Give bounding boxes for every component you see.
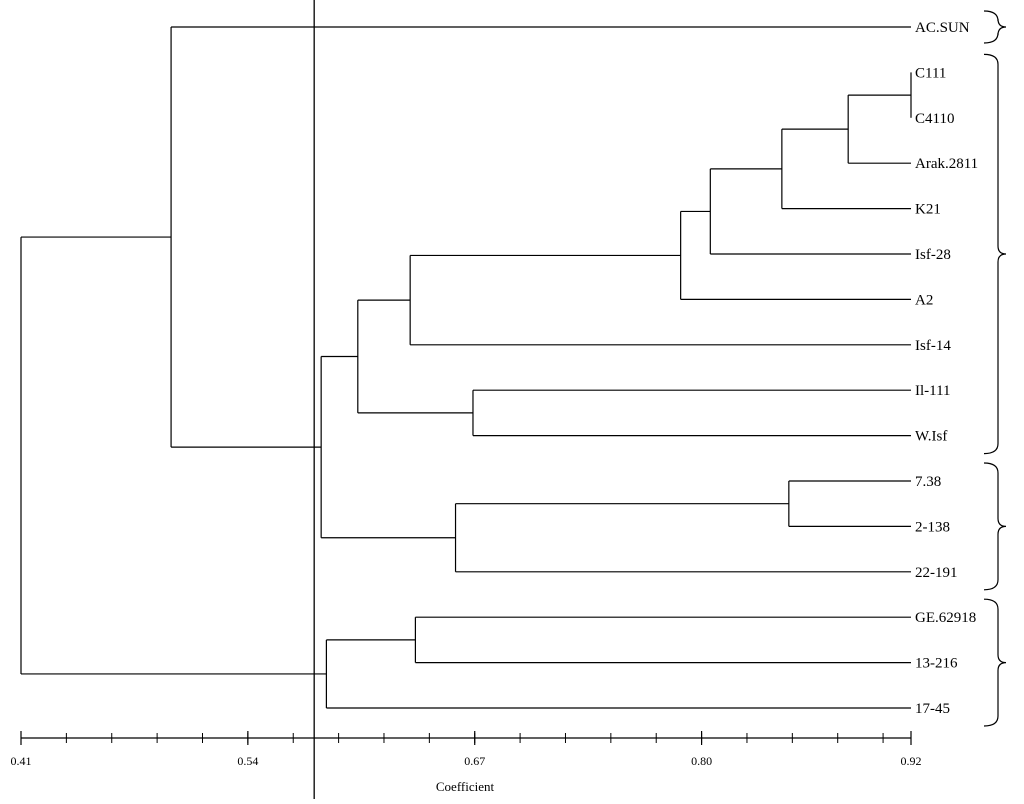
tick-label-0-80: 0.80 [691, 754, 712, 768]
leaf-label-arak-2811: Arak.2811 [915, 156, 978, 172]
tick-label-0-92: 0.92 [901, 754, 922, 768]
leaf-labels: AC.SUN C111 C4110 Arak.2811 K21 Isf-28 A2 Isf-1… [915, 20, 978, 717]
leaf-label-il-111: Il-111 [915, 383, 951, 399]
leaf-label-17-45: 17-45 [915, 701, 950, 717]
tick-label-0-67: 0.67 [464, 754, 485, 768]
leaf-label-isf-14: Isf-14 [915, 338, 951, 354]
leaf-label-isf-28: Isf-28 [915, 247, 951, 263]
dendrogram-branches [20, 26, 912, 709]
leaf-label-a2: A2 [915, 292, 933, 308]
group-brace-3 [983, 462, 1007, 591]
x-axis: 0.41 0.54 0.67 0.80 0.92 [11, 731, 922, 768]
leaf-label-2-138: 2-138 [915, 519, 950, 535]
leaf-label-w-isf: W.Isf [915, 429, 947, 445]
group-brace-4 [983, 598, 1007, 727]
leaf-label-7-38: 7.38 [915, 474, 941, 490]
leaf-label-c4110: C4110 [915, 111, 954, 127]
leaf-label-k21: K21 [915, 202, 941, 218]
tick-label-0-41: 0.41 [11, 754, 32, 768]
leaf-label-ac-sun: AC.SUN [915, 20, 970, 36]
group-brace-2 [983, 53, 1007, 455]
leaf-label-ge-62918: GE.62918 [915, 610, 976, 626]
tick-label-0-54: 0.54 [237, 754, 258, 768]
leaf-label-22-191: 22-191 [915, 565, 958, 581]
group-brace-1 [983, 10, 1007, 44]
x-axis-title: Coefficient [436, 779, 495, 794]
group-braces [983, 10, 1007, 727]
leaf-label-13-216: 13-216 [915, 656, 958, 672]
leaf-label-c111: C111 [915, 65, 946, 81]
